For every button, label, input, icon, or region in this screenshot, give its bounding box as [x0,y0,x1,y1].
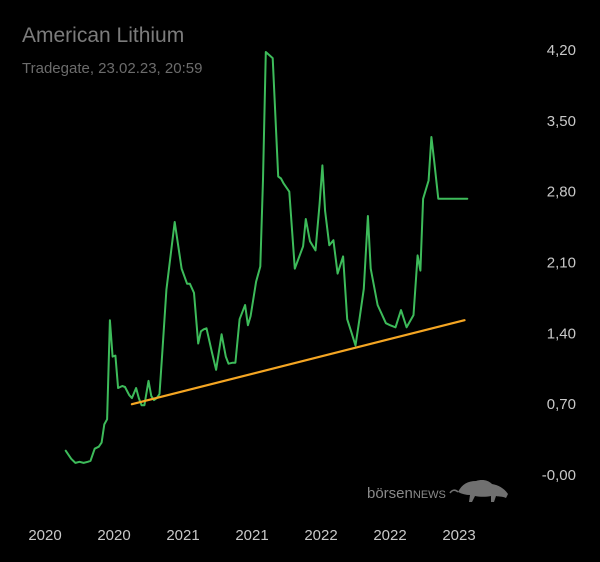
watermark-brand-suffix: NEWS [413,489,446,501]
y-tick-label: 3,50 [547,113,576,130]
x-tick-label: 2020 [28,527,61,544]
y-tick-label: 2,80 [547,184,576,201]
x-tick-label: 2022 [304,527,337,544]
x-axis: 2020 2020 2021 2021 2022 2022 2023 [28,527,475,544]
x-tick-label: 2021 [235,527,268,544]
x-tick-label: 2022 [373,527,406,544]
series-layer [64,51,469,464]
x-tick-label: 2023 [442,527,475,544]
price-line [64,51,469,464]
chart-title: American Lithium [22,24,185,47]
y-tick-label: 1,40 [547,325,576,342]
trend-line [130,319,466,406]
y-axis: 4,20 3,50 2,80 2,10 1,40 0,70 -0,00 [542,42,576,484]
y-tick-label: -0,00 [542,467,576,484]
bull-icon [449,480,508,502]
svg-text:börsenNEWS: börsenNEWS [367,485,446,502]
chart-subtitle: Tradegate, 23.02.23, 20:59 [22,60,203,77]
y-tick-label: 2,10 [547,255,576,272]
y-tick-label: 0,70 [547,396,576,413]
watermark-brand-prefix: börsen [367,485,413,502]
y-tick-label: 4,20 [547,42,576,59]
x-tick-label: 2020 [97,527,130,544]
watermark: börsenNEWS [367,480,508,502]
x-tick-label: 2021 [166,527,199,544]
